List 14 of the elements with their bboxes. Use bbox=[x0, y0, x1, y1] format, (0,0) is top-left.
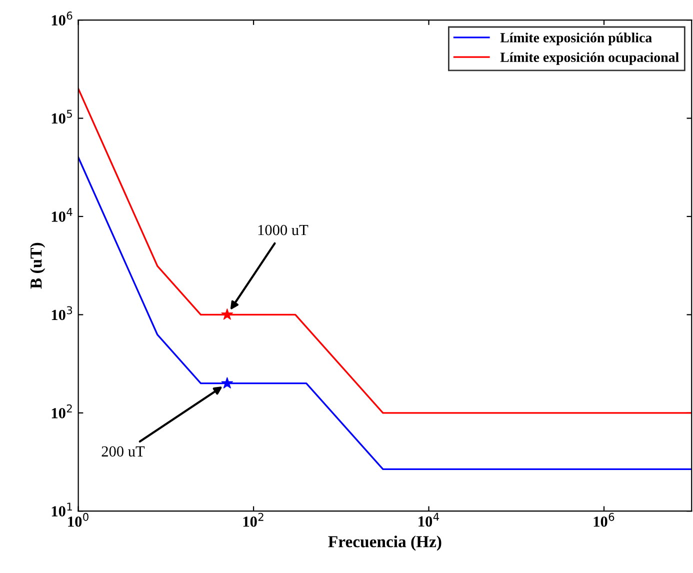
x-tick-label: 10$^{6}$ bbox=[594, 512, 614, 527]
y-tick-label: 10$^{2}$ bbox=[52, 404, 72, 418]
x-tick-label: 10$^{4}$ bbox=[418, 512, 440, 527]
y-tick-label: 10$^{3}$ bbox=[52, 306, 72, 320]
legend-label: Límite exposición pública bbox=[500, 32, 652, 46]
x-axis-title: Frecuencia (Hz) bbox=[328, 536, 442, 551]
y-tick-label: 10$^{6}$ bbox=[52, 12, 72, 26]
y-axis-title: B (uT) bbox=[30, 242, 46, 289]
y-tick-label: 10$^{5}$ bbox=[52, 110, 72, 124]
annotation: 200 uT bbox=[102, 446, 145, 457]
x-tick-label: 10$^{2}$ bbox=[243, 512, 264, 527]
y-tick-label: 10$^{4}$ bbox=[52, 208, 72, 222]
legend-label: Límite exposición ocupacional bbox=[500, 52, 679, 65]
annotation: 1000 uT bbox=[258, 224, 308, 236]
